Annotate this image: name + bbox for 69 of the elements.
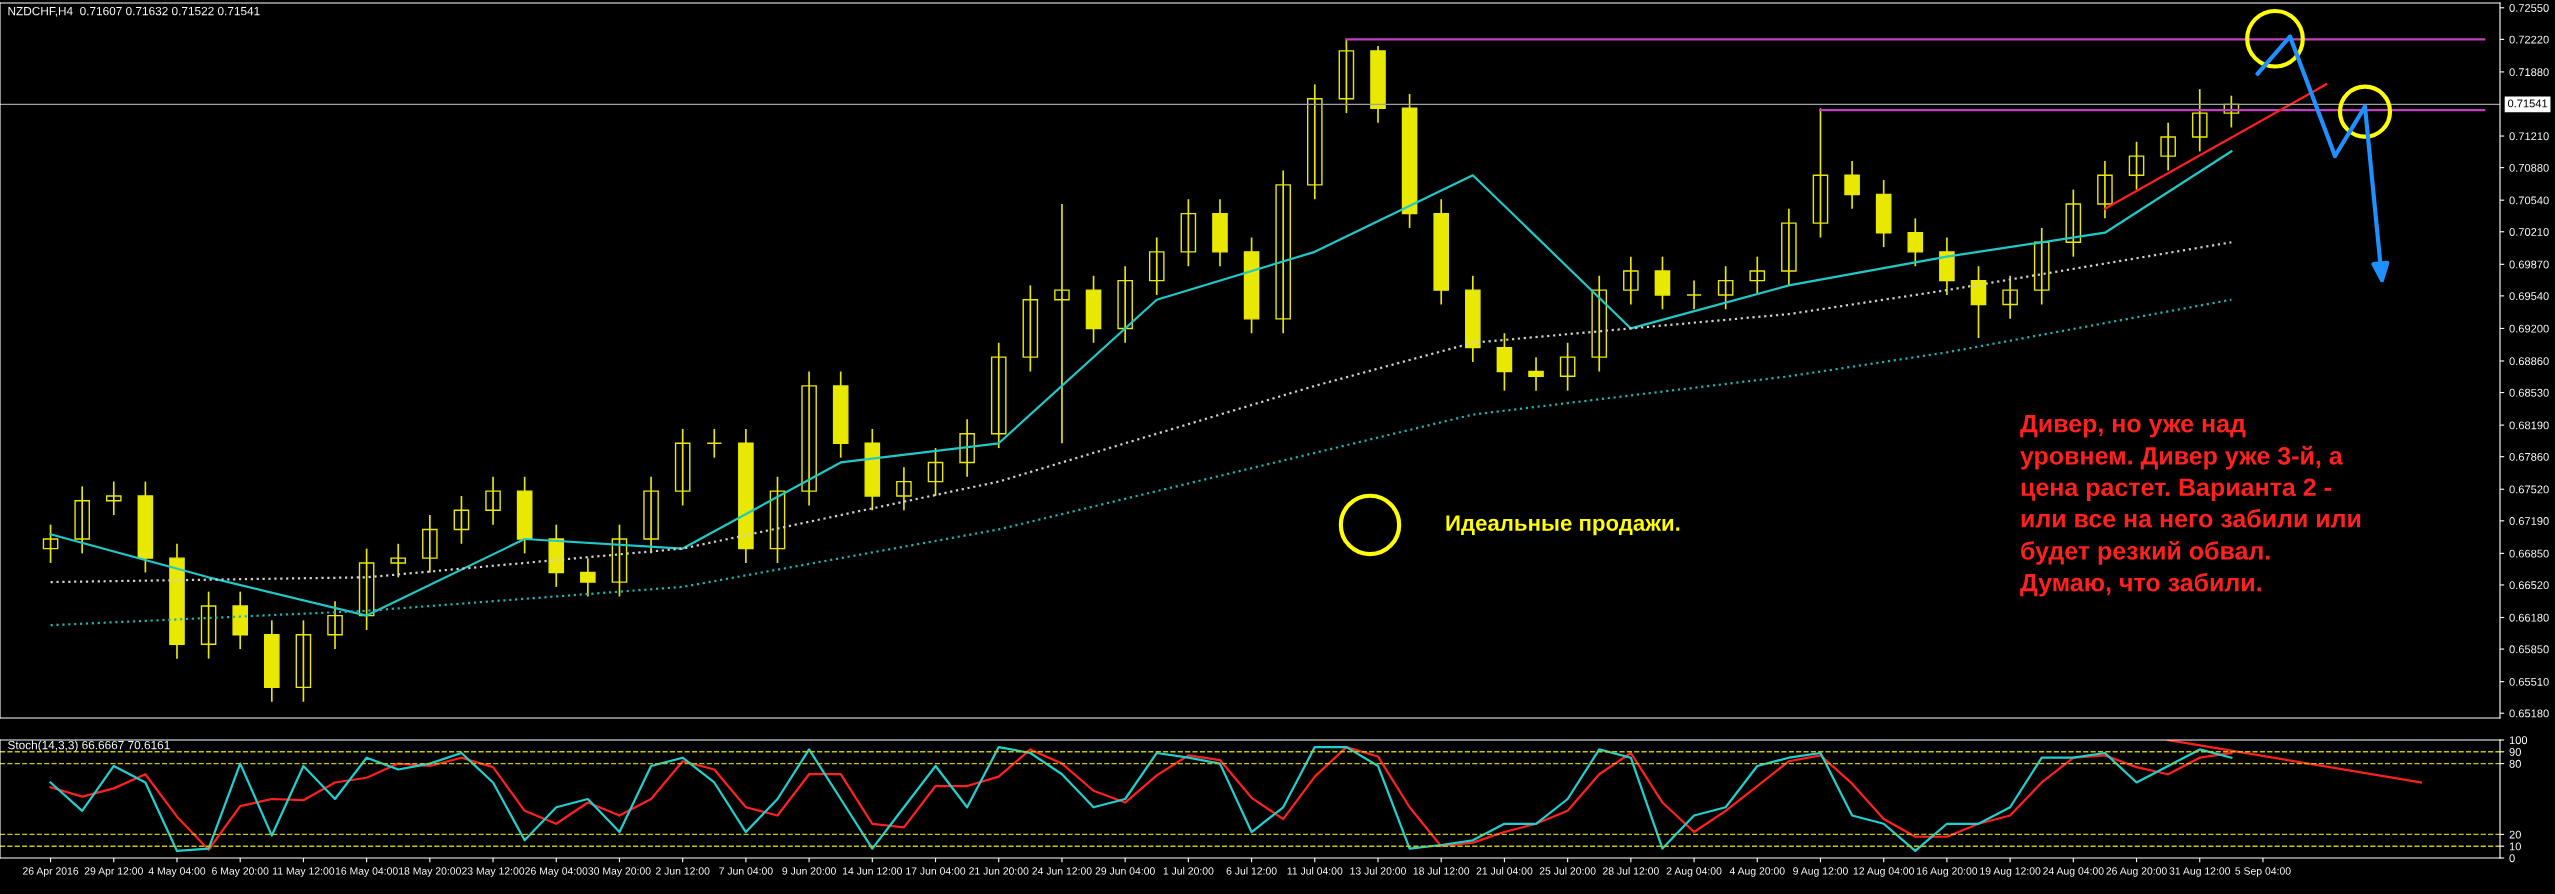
annotation: Дивер, но уже над уровнем. Дивер уже 3-й, а цена растет. Варианта 2 - или все на него забили или будет резкий обвал. Думаю, что забили. xyxy=(2020,415,2361,597)
x-tick-label: 12 Aug 04:00 xyxy=(1853,867,1914,877)
y-tick-label: 0.67190 xyxy=(2509,517,2549,525)
x-tick-label: 16 May 04:00 xyxy=(335,867,398,877)
y-tick-label: 0.71880 xyxy=(2509,68,2549,77)
x-tick-label: 21 Jul 04:00 xyxy=(1476,867,1533,875)
x-tick-label: 17 Jun 04:00 xyxy=(906,867,966,875)
y-tick-label: 0.72220 xyxy=(2509,35,2549,44)
y-tick-label: 0.68530 xyxy=(2509,388,2549,397)
y-tick-label: 0.66180 xyxy=(2509,613,2549,622)
x-tick-label: 2 Aug 04:00 xyxy=(1666,867,1722,877)
x-tick-label: 2 Jun 12:00 xyxy=(655,867,710,875)
x-tick-label: 6 May 20:00 xyxy=(212,867,269,877)
y-tick-label: 10 xyxy=(2509,842,2521,851)
y-tick-label: 0.65180 xyxy=(2509,709,2549,718)
y-tick-label: 0.70540 xyxy=(2509,196,2549,205)
x-tick-label: 30 May 20:00 xyxy=(588,867,651,877)
y-tick-label: 0.71210 xyxy=(2509,132,2549,141)
y-tick-label: 0.69540 xyxy=(2509,292,2549,301)
chart-title: NZDCHF,H4 0.71607 0.71632 0.71522 0.71541 xyxy=(8,6,260,17)
y-tick-label: 0.66850 xyxy=(2509,549,2549,558)
x-tick-label: 28 Jul 12:00 xyxy=(1602,867,1659,875)
x-tick-label: 29 Jun 04:00 xyxy=(1095,867,1155,875)
x-tick-label: 31 Aug 12:00 xyxy=(2169,867,2231,877)
x-tick-label: 7 Jun 04:00 xyxy=(719,867,773,875)
y-tick-label: 0.65510 xyxy=(2509,677,2549,686)
x-tick-label: 26 Aug 20:00 xyxy=(2106,867,2167,877)
x-tick-label: 19 Aug 12:00 xyxy=(1980,867,2041,877)
ref-line-label: 0.71541 xyxy=(2507,99,2548,108)
y-tick-label: 100 xyxy=(2509,736,2528,745)
x-tick-label: 26 Apr 2016 xyxy=(23,867,79,877)
y-tick-label: 0.67860 xyxy=(2509,452,2549,461)
x-tick-label: 4 May 04:00 xyxy=(148,867,206,877)
x-tick-label: 23 May 12:00 xyxy=(462,867,525,877)
y-tick-label: 0.69870 xyxy=(2509,260,2549,269)
x-tick-label: 9 Aug 12:00 xyxy=(1793,867,1848,877)
x-tick-label: 25 Jul 20:00 xyxy=(1539,867,1596,875)
y-tick-label: 0.65850 xyxy=(2509,645,2549,654)
y-tick-label: 80 xyxy=(2509,759,2521,768)
chart-title: Stoch(14,3,3) 66.6667 70.6161 xyxy=(8,740,170,752)
x-tick-label: 6 Jul 12:00 xyxy=(1226,867,1277,875)
x-tick-label: 4 Aug 20:00 xyxy=(1729,867,1785,877)
y-tick-label: 90 xyxy=(2509,748,2521,756)
y-tick-label: 0 xyxy=(2509,854,2515,863)
x-tick-label: 24 Jun 12:00 xyxy=(1032,867,1092,875)
annotation: Идеальные продажи. xyxy=(1446,515,1680,536)
x-tick-label: 24 Aug 04:00 xyxy=(2043,867,2104,877)
y-tick-label: 0.68190 xyxy=(2509,421,2549,430)
y-tick-label: 0.72550 xyxy=(2509,4,2549,12)
x-tick-label: 21 Jun 20:00 xyxy=(969,867,1029,875)
x-tick-label: 11 May 12:00 xyxy=(273,867,335,877)
x-tick-label: 18 Jul 12:00 xyxy=(1413,867,1470,875)
y-tick-label: 0.69200 xyxy=(2509,324,2549,333)
x-tick-label: 18 May 20:00 xyxy=(399,867,461,877)
x-tick-label: 1 Jul 20:00 xyxy=(1163,867,1214,875)
y-tick-label: 0.66520 xyxy=(2509,581,2549,590)
x-tick-label: 5 Sep 04:00 xyxy=(2235,867,2291,877)
y-tick-label: 0.70880 xyxy=(2509,163,2549,172)
y-tick-label: 0.67520 xyxy=(2509,485,2549,494)
x-tick-label: 13 Jul 20:00 xyxy=(1350,867,1406,875)
y-tick-label: 0.68860 xyxy=(2509,357,2549,366)
x-tick-label: 9 Jun 20:00 xyxy=(782,867,836,875)
x-tick-label: 29 Apr 12:00 xyxy=(84,867,143,877)
y-tick-label: 0.70210 xyxy=(2509,228,2549,236)
y-tick-label: 20 xyxy=(2509,830,2521,839)
x-tick-label: 14 Jun 12:00 xyxy=(842,867,903,875)
x-tick-label: 11 Jul 04:00 xyxy=(1287,867,1343,875)
x-tick-label: 26 May 04:00 xyxy=(525,867,588,877)
x-tick-label: 16 Aug 20:00 xyxy=(1917,867,1978,877)
